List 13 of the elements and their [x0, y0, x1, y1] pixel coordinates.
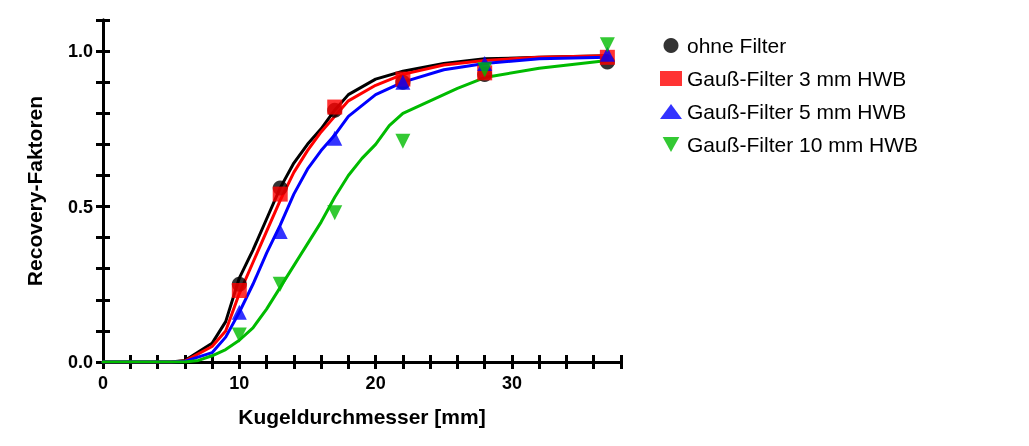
legend-label: Gauß-Filter 5 mm HWB: [687, 100, 907, 123]
x-axis-title: Kugeldurchmesser [mm]: [238, 405, 486, 428]
x-tick-label: 30: [501, 373, 522, 393]
x-tick-label: 0: [97, 373, 109, 393]
legend-label: ohne Filter: [687, 34, 787, 57]
legend-label: Gauß-Filter 10 mm HWB: [687, 133, 919, 156]
x-tick-label: 10: [229, 373, 250, 393]
x-tick-label: 20: [365, 373, 386, 393]
y-tick-label: 0.5: [67, 196, 93, 217]
legend-label: Gauß-Filter 3 mm HWB: [687, 67, 907, 90]
y-axis-title: Recovery-Faktoren: [23, 95, 46, 287]
y-tick-label: 1.0: [67, 41, 93, 62]
y-tick-label: 0.0: [67, 352, 93, 372]
